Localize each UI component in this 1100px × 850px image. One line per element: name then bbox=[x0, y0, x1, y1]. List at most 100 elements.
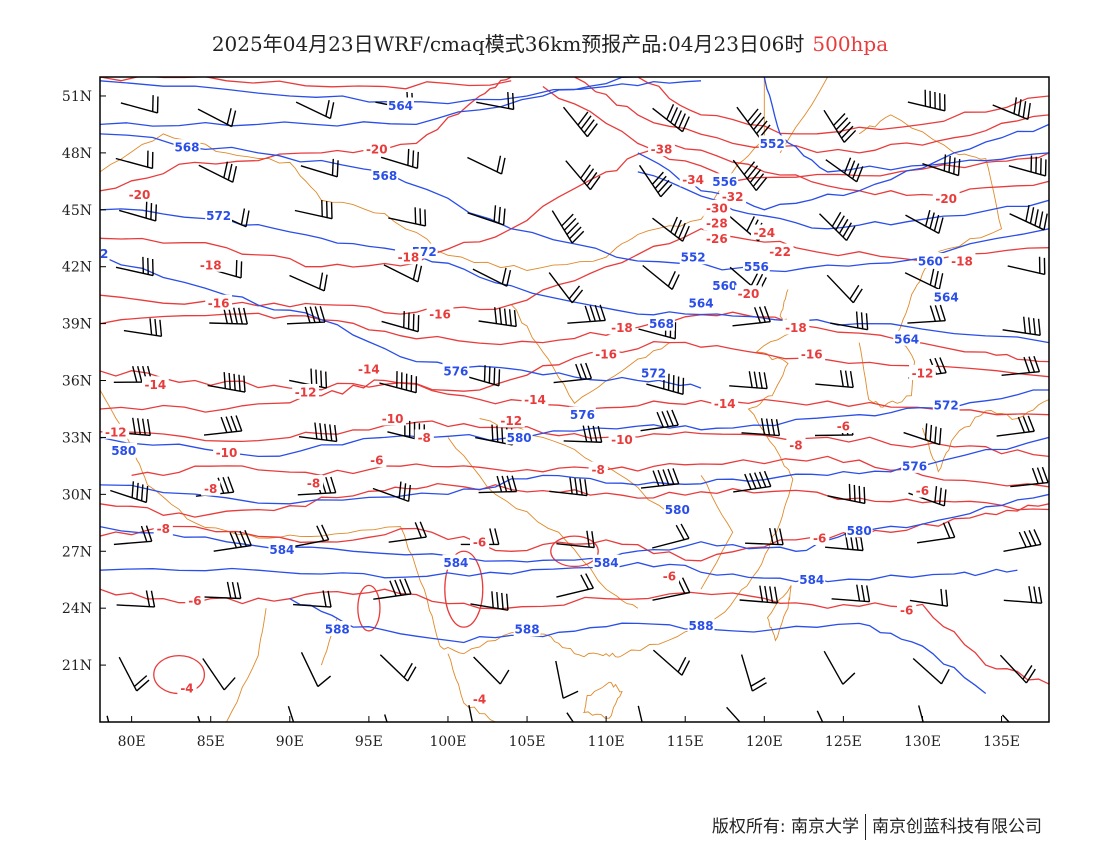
wind-barb bbox=[123, 318, 163, 337]
wind-barb bbox=[1002, 316, 1041, 336]
temperature-contour-label-bg bbox=[395, 249, 422, 265]
height-contour-label-bg bbox=[442, 554, 470, 570]
temperature-contour-label-bg bbox=[102, 423, 130, 439]
temperature-contour-label-bg bbox=[786, 437, 806, 453]
temperature-contour-label-bg bbox=[367, 452, 387, 468]
wind-barb bbox=[287, 705, 301, 722]
temperature-contour-label: -20 bbox=[366, 143, 388, 157]
height-contour-line bbox=[289, 598, 987, 695]
height-contour-label-bg bbox=[442, 363, 470, 379]
temperature-contour-label-bg bbox=[703, 215, 731, 231]
wind-barb bbox=[815, 370, 854, 389]
height-contour-label: 568 bbox=[372, 169, 397, 183]
temperature-contour-label-bg bbox=[379, 410, 407, 426]
height-contour-label: 584 bbox=[269, 543, 294, 557]
temperature-contour-label: -22 bbox=[769, 245, 791, 259]
temperature-contour-label-bg bbox=[426, 306, 454, 322]
wind-barb bbox=[372, 481, 412, 503]
temperature-contour-label-bg bbox=[153, 520, 173, 536]
lon-tick-label: 90E bbox=[276, 734, 304, 750]
height-contour-line bbox=[100, 77, 638, 127]
temperature-contour-label-bg bbox=[205, 294, 233, 310]
height-contour-label: 564 bbox=[689, 296, 714, 310]
height-contour-line bbox=[637, 171, 1049, 230]
wind-barb bbox=[830, 311, 869, 331]
wind-barb bbox=[551, 210, 585, 244]
temperature-contour-label: -8 bbox=[592, 463, 605, 477]
temperature-contour-label-bg bbox=[521, 391, 549, 407]
wind-barb bbox=[384, 714, 397, 722]
height-contour-label: 572 bbox=[206, 209, 231, 223]
wind-barb bbox=[553, 362, 593, 384]
temperature-contour-label-bg bbox=[703, 230, 731, 246]
height-contour-label: 580 bbox=[507, 431, 532, 445]
wind-barb bbox=[467, 155, 506, 175]
height-contour-label: 552 bbox=[760, 137, 785, 151]
wind-barb bbox=[816, 710, 835, 722]
plot-area: 564 568 568 572 572 552 556 552 556 560 564 560 568 5… bbox=[100, 77, 1049, 722]
height-contour-label-bg bbox=[687, 617, 715, 633]
temperature-contour-label-bg bbox=[470, 533, 490, 549]
wind-barb bbox=[116, 590, 156, 608]
temperature-contour-label: -26 bbox=[706, 232, 728, 246]
temperature-contour-label: -8 bbox=[157, 522, 170, 536]
wind-barb bbox=[563, 425, 603, 443]
height-contour-label-bg bbox=[758, 135, 786, 151]
lon-tick-label: 95E bbox=[355, 734, 383, 750]
temperature-contour-line bbox=[100, 340, 1049, 392]
temperature-contour-label: -16 bbox=[595, 347, 617, 361]
coastline-layer bbox=[100, 77, 1049, 722]
lon-tick-label: 115E bbox=[667, 734, 704, 750]
temperature-contour-label: -24 bbox=[753, 226, 775, 240]
wind-barb bbox=[207, 372, 246, 393]
wind-barb bbox=[831, 584, 871, 603]
height-contour-line bbox=[763, 77, 1049, 173]
temperature-contour-label: -20 bbox=[129, 188, 151, 202]
temperature-contour-line bbox=[100, 482, 1049, 518]
height-contour-line bbox=[100, 561, 1018, 583]
temperature-contour-label: -14 bbox=[145, 378, 167, 392]
wind-barb bbox=[1010, 466, 1049, 488]
temperature-contour-label-bg bbox=[719, 188, 747, 204]
height-contour-label-bg bbox=[932, 289, 960, 305]
temperature-contour-line bbox=[100, 77, 512, 192]
height-contour-label: 572 bbox=[934, 399, 959, 413]
temperature-contour-label: -8 bbox=[418, 431, 431, 445]
height-contour-label: 568 bbox=[174, 141, 199, 155]
wind-barb bbox=[819, 211, 856, 241]
height-contour-label-bg bbox=[173, 139, 201, 155]
wind-barb bbox=[203, 415, 243, 436]
lon-tick-label: 110E bbox=[588, 734, 625, 750]
wind-barb bbox=[907, 89, 946, 112]
map-title: 2025年04月23日WRF/cmaq模式36km预报产品:04月23日06时 5… bbox=[0, 28, 1100, 57]
temperature-contour-label-bg bbox=[608, 431, 636, 447]
height-contour-label-bg bbox=[505, 429, 533, 445]
wind-barb bbox=[298, 422, 338, 443]
temperature-contour-label: -32 bbox=[722, 190, 744, 204]
temperature-contour-label: -6 bbox=[663, 569, 676, 583]
boundary-line bbox=[582, 681, 623, 719]
wind-barb bbox=[202, 581, 242, 600]
temperature-contour-label: -12 bbox=[295, 385, 317, 399]
height-contour-label: 580 bbox=[847, 524, 872, 538]
temperature-contour-label: -8 bbox=[789, 439, 802, 453]
wind-barb bbox=[733, 470, 772, 493]
temperature-contour-label: -10 bbox=[382, 412, 404, 426]
height-contour-line bbox=[100, 133, 1049, 273]
wind-barb bbox=[118, 656, 150, 692]
temperature-contour-label-bg bbox=[292, 383, 320, 399]
height-contour-label-bg bbox=[893, 330, 921, 346]
lat-tick-label: 27N bbox=[62, 544, 92, 560]
height-contour-label-bg bbox=[371, 167, 399, 183]
wind-barb bbox=[286, 306, 326, 325]
footer-separator bbox=[865, 814, 866, 840]
boundary-line bbox=[447, 437, 639, 609]
temperature-contour-line bbox=[131, 455, 1049, 488]
wind-barb bbox=[112, 417, 151, 437]
temperature-contour-label-bg bbox=[470, 691, 490, 707]
height-contour-label-bg bbox=[648, 315, 675, 331]
temperature-contour-label-bg bbox=[798, 345, 826, 361]
temperature-contour-label-bg bbox=[766, 243, 794, 259]
footer-credits: 版权所有: 南京大学 南京创蓝科技有限公司 bbox=[712, 812, 1042, 840]
